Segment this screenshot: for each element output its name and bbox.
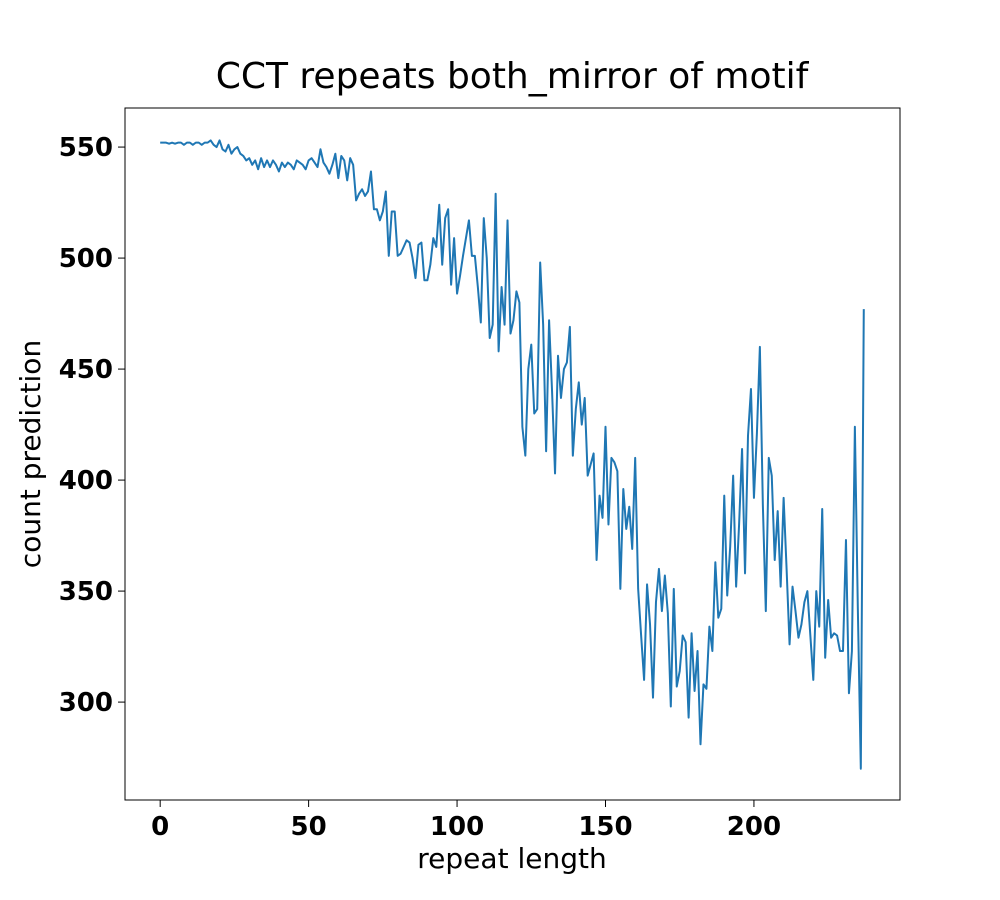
- y-tick-label: 450: [59, 355, 113, 385]
- x-tick-label: 200: [727, 812, 781, 842]
- x-tick-label: 0: [151, 812, 169, 842]
- y-tick-label: 350: [59, 577, 113, 607]
- y-axis-label: count prediction: [14, 340, 47, 568]
- x-tick-label: 50: [291, 812, 327, 842]
- x-tick-label: 150: [578, 812, 632, 842]
- y-tick-label: 400: [59, 466, 113, 496]
- y-tick-label: 550: [59, 133, 113, 163]
- x-tick-label: 100: [430, 812, 484, 842]
- plot-frame: [124, 107, 901, 801]
- x-axis-label: repeat length: [417, 842, 606, 875]
- y-tick-label: 300: [59, 688, 113, 718]
- data-line: [160, 139, 865, 770]
- chart-title: CCT repeats both_mirror of motif: [216, 56, 810, 97]
- y-tick-label: 500: [59, 244, 113, 274]
